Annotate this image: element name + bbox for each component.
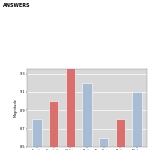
Bar [132, 92, 142, 147]
Bar [32, 119, 42, 147]
Bar [82, 83, 92, 147]
Y-axis label: Magnitude: Magnitude [14, 99, 18, 117]
Bar [49, 101, 58, 147]
Bar [99, 138, 108, 147]
Text: ANSWERS: ANSWERS [3, 3, 30, 8]
Bar [116, 119, 125, 147]
Bar [66, 55, 75, 147]
